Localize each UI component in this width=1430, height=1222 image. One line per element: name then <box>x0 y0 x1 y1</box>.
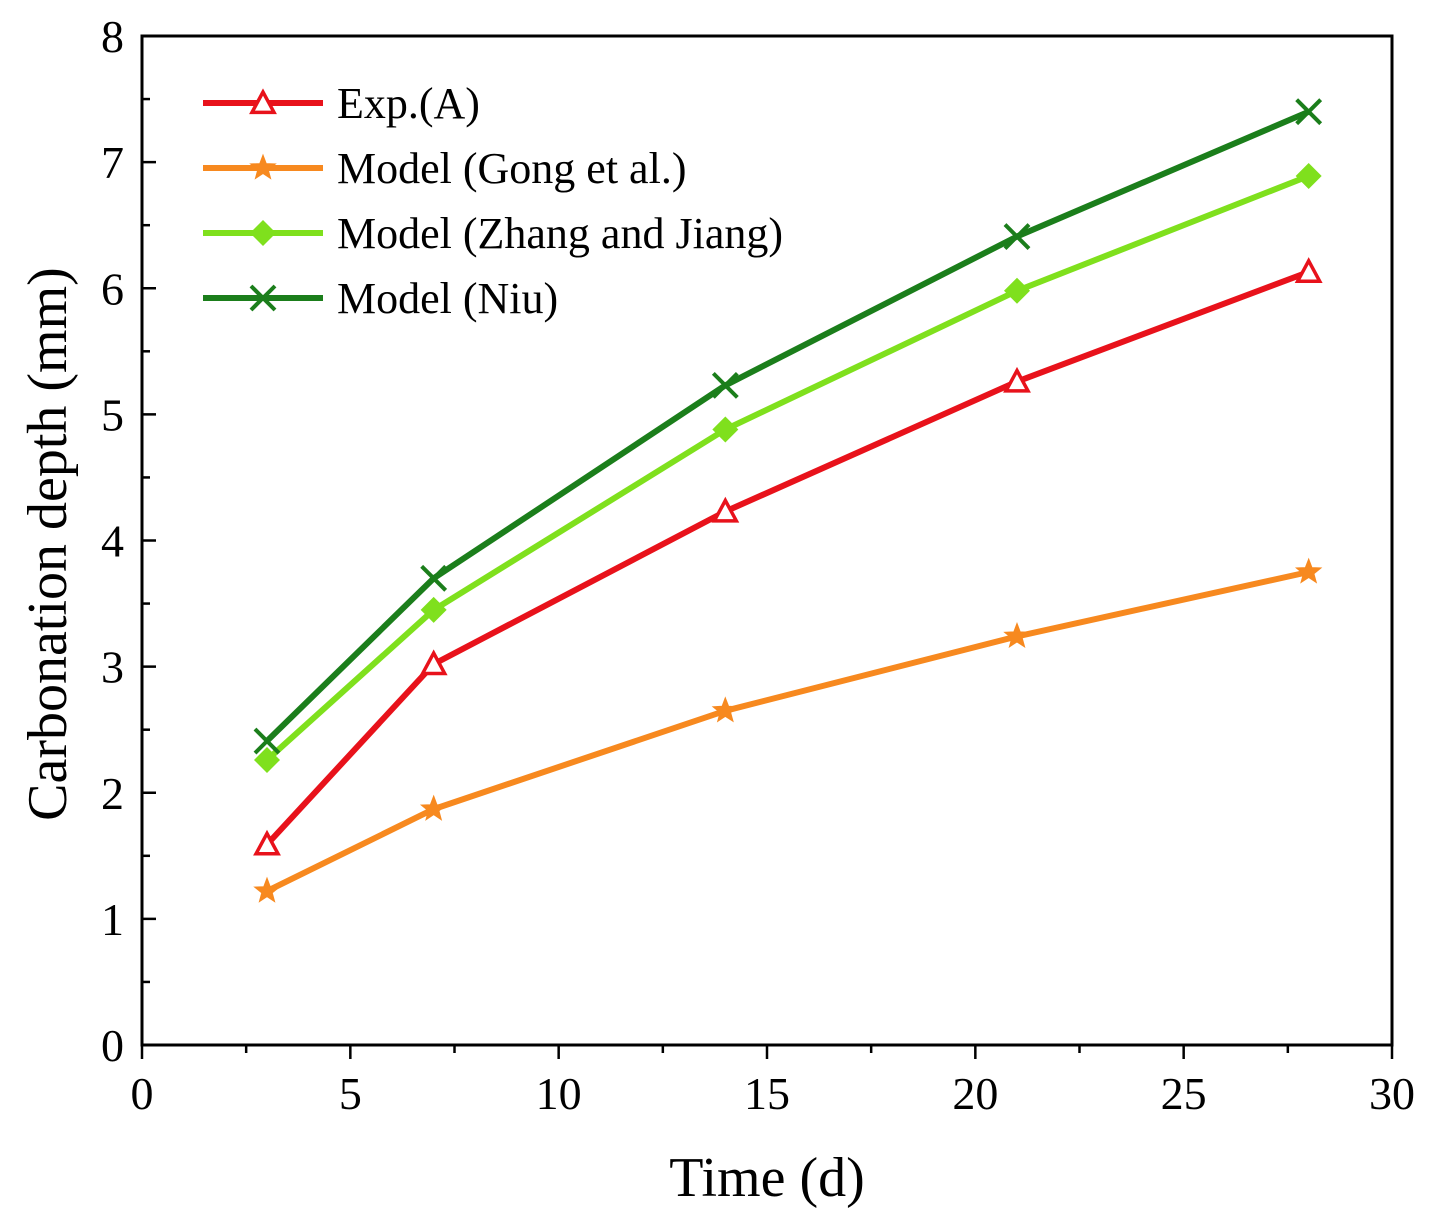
data-point-marker <box>420 596 447 623</box>
x-tick-label: 5 <box>339 1068 362 1119</box>
data-point-marker <box>420 564 448 592</box>
data-point-marker <box>711 371 739 399</box>
axes: 0 5 10 15 20 25 30 0 1 2 3 4 5 6 7 8 <box>101 11 1415 1119</box>
series-exp-a <box>253 257 1323 856</box>
y-tick-label: 4 <box>101 516 124 567</box>
legend-label: Model (Niu) <box>337 274 558 323</box>
data-point-marker <box>1003 621 1031 649</box>
legend: Exp.(A) Model (Gong et al.) Model (Zhang a… <box>203 79 783 323</box>
data-point-marker <box>249 153 277 180</box>
y-tick-label: 5 <box>101 389 124 440</box>
data-point-marker <box>1003 223 1031 250</box>
y-tick-label: 0 <box>101 1020 124 1071</box>
y-tick-label: 2 <box>101 768 124 819</box>
data-point-marker <box>253 876 281 903</box>
y-tick-label: 1 <box>101 894 124 945</box>
x-tick-label: 0 <box>131 1068 154 1119</box>
x-tick-label: 25 <box>1161 1068 1207 1119</box>
series-model-zhang-and-jiang <box>254 162 1322 773</box>
data-point-marker <box>1003 366 1031 393</box>
data-point-marker <box>253 727 281 755</box>
marker-stroke <box>253 727 281 755</box>
data-point-marker <box>1295 162 1322 189</box>
marker-stroke <box>1295 98 1323 126</box>
data-point-marker <box>419 649 448 676</box>
legend-label: Model (Gong et al.) <box>337 144 686 193</box>
legend-item: Model (Zhang and Jiang) <box>203 209 783 258</box>
legend-item: Model (Gong et al.) <box>203 144 686 193</box>
data-point-marker <box>711 696 740 723</box>
data-point-marker <box>250 220 276 246</box>
data-point-marker <box>1004 277 1030 304</box>
data-point-marker <box>249 284 277 312</box>
legend-label: Exp.(A) <box>337 79 480 128</box>
y-tick-label: 6 <box>101 263 124 314</box>
y-tick-label: 3 <box>101 642 124 693</box>
y-tick-label: 7 <box>101 137 124 188</box>
data-point-marker <box>1294 257 1323 283</box>
plot-frame <box>140 34 1394 1047</box>
series-line <box>264 108 1310 744</box>
legend-item: Exp.(A) <box>203 79 480 128</box>
series-model-niu <box>253 98 1323 755</box>
series-layer <box>253 98 1323 903</box>
data-point-marker <box>711 496 740 523</box>
data-point-marker <box>249 88 277 115</box>
marker-stroke <box>711 371 739 399</box>
y-tick-label: 8 <box>101 11 124 62</box>
marker-stroke <box>249 284 277 312</box>
x-tick-label: 20 <box>952 1068 998 1119</box>
x-axis-title: Time (d) <box>669 1147 865 1209</box>
legend-item: Model (Niu) <box>203 274 558 323</box>
x-tick-label: 10 <box>536 1068 582 1119</box>
x-tick-label: 15 <box>744 1068 790 1119</box>
data-point-marker <box>253 829 281 856</box>
legend-label: Model (Zhang and Jiang) <box>337 209 783 258</box>
marker-stroke <box>1003 223 1031 250</box>
x-tick-label: 30 <box>1369 1068 1415 1119</box>
data-point-marker <box>254 746 280 773</box>
data-point-marker <box>1294 557 1323 584</box>
data-point-marker <box>419 794 448 821</box>
marker-stroke <box>420 564 448 592</box>
series-line <box>264 269 1310 847</box>
data-point-marker <box>1295 98 1323 126</box>
y-axis-title: Carbonation depth (mm) <box>17 267 79 821</box>
data-point-marker <box>712 416 739 443</box>
series-model-gong-et-al <box>253 557 1323 903</box>
